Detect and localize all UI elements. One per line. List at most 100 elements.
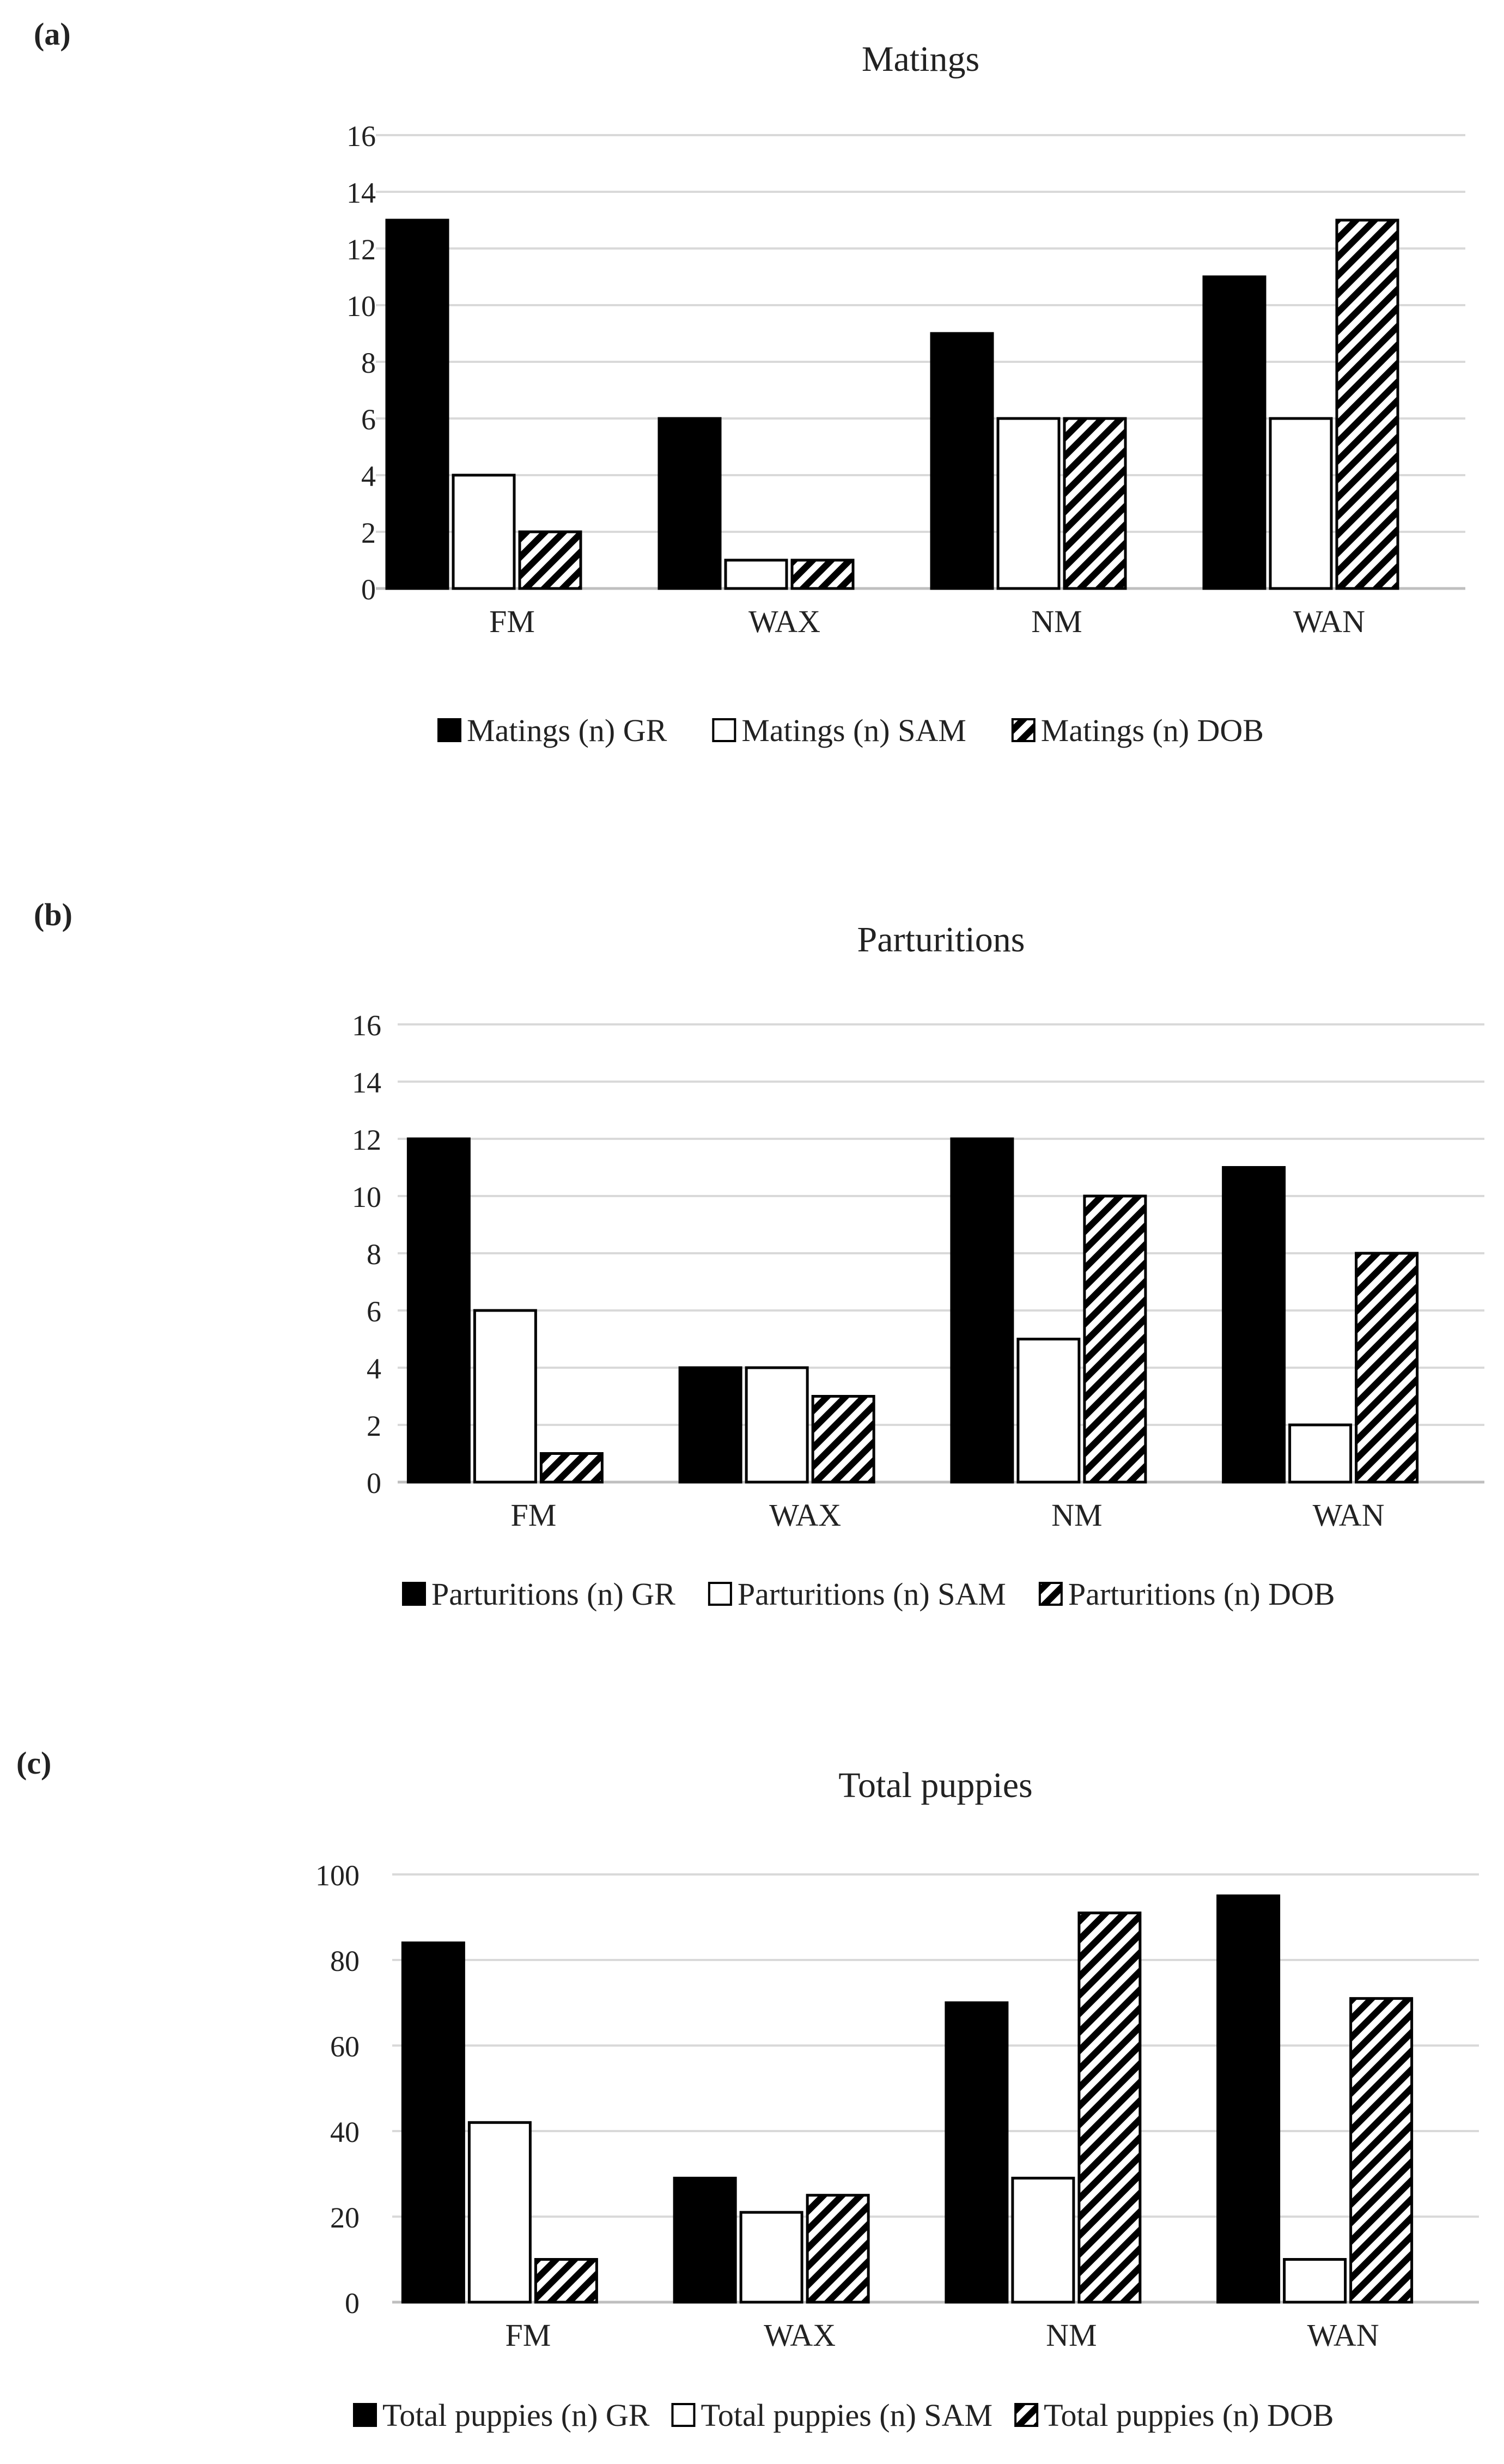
legend-label: Matings (n) DOB xyxy=(1041,713,1264,748)
legend-swatch xyxy=(1011,718,1036,742)
y-tick-label: 0 xyxy=(361,573,376,606)
bar xyxy=(678,1366,742,1484)
bar xyxy=(657,417,722,590)
legend-swatch xyxy=(712,718,736,742)
panel-label: (b) xyxy=(34,897,72,932)
x-tick-label: WAX xyxy=(748,604,820,639)
bar xyxy=(1269,417,1333,590)
x-tick-label: FM xyxy=(505,2317,551,2353)
bar xyxy=(950,1137,1014,1484)
legend-label: Total puppies (n) DOB xyxy=(1044,2398,1333,2433)
legend-label: Total puppies (n) SAM xyxy=(701,2398,992,2433)
legend-swatch xyxy=(437,718,461,742)
bar xyxy=(406,1137,471,1484)
bar xyxy=(745,1366,809,1484)
bar xyxy=(452,474,516,590)
bar xyxy=(806,2194,870,2304)
y-tick-label: 16 xyxy=(346,120,376,153)
x-tick-label: NM xyxy=(1046,2317,1097,2353)
bar xyxy=(539,1452,604,1484)
chart-title: Parturitions xyxy=(857,920,1025,960)
bar xyxy=(1077,1911,1142,2304)
x-tick-label: NM xyxy=(1031,604,1082,639)
panel-label: (a) xyxy=(34,16,71,52)
bar xyxy=(1355,1252,1419,1484)
bar xyxy=(1216,1894,1281,2304)
chart-panel-1: (b) Parturitions 0 2 4 6 8 10 12 14 16 FM WAX NM WAN Pa… xyxy=(34,897,1484,1612)
y-tick-label: 0 xyxy=(345,2287,360,2320)
bar xyxy=(385,219,449,590)
bar xyxy=(673,2176,737,2304)
bar xyxy=(1349,1997,1414,2304)
bar xyxy=(1222,1166,1286,1484)
legend-label: Total puppies (n) GR xyxy=(382,2398,650,2433)
y-tick-label: 8 xyxy=(361,347,376,379)
y-tick-label: 80 xyxy=(330,1945,360,1977)
y-tick-label: 20 xyxy=(330,2201,360,2234)
legend-swatch xyxy=(1038,1582,1063,1606)
y-tick-label: 6 xyxy=(367,1295,381,1328)
bar xyxy=(534,2258,598,2304)
legend-swatch xyxy=(671,2403,696,2427)
y-tick-label: 12 xyxy=(346,233,376,266)
y-tick-label: 14 xyxy=(352,1066,381,1099)
y-tick-label: 12 xyxy=(352,1124,381,1156)
chart-title: Matings xyxy=(862,39,979,79)
y-tick-label: 8 xyxy=(367,1238,381,1271)
x-tick-label: FM xyxy=(489,604,535,639)
y-tick-label: 10 xyxy=(352,1181,381,1213)
chart-panel-2: (c) Total puppies 0 20 40 60 80 100 FM WAX NM WAN To… xyxy=(16,1745,1479,2433)
chart-title: Total puppies xyxy=(838,1765,1033,1805)
x-tick-label: WAN xyxy=(1313,1497,1385,1533)
x-tick-label: WAX xyxy=(769,1497,841,1533)
legend-swatch xyxy=(708,1582,732,1606)
bar xyxy=(811,1395,875,1484)
y-tick-label: 10 xyxy=(346,290,376,323)
bar xyxy=(518,530,582,590)
y-tick-label: 100 xyxy=(315,1859,360,1892)
bar xyxy=(790,559,855,590)
bar xyxy=(473,1309,537,1484)
bar xyxy=(1083,1194,1147,1484)
legend-label: Matings (n) GR xyxy=(467,713,667,748)
x-tick-label: NM xyxy=(1051,1497,1102,1533)
y-tick-label: 40 xyxy=(330,2116,360,2149)
legend-label: Matings (n) SAM xyxy=(741,713,966,748)
y-tick-label: 0 xyxy=(367,1467,381,1500)
bar xyxy=(1202,275,1266,590)
bar xyxy=(1063,417,1127,590)
chart-panel-0: (a) Matings 0 2 4 6 8 10 12 14 16 FM WAX NM WAN Matings… xyxy=(34,16,1465,748)
bar xyxy=(1335,219,1399,590)
y-tick-label: 2 xyxy=(367,1410,381,1442)
x-tick-label: WAN xyxy=(1307,2317,1379,2353)
bar xyxy=(467,2121,532,2304)
legend-label: Parturitions (n) SAM xyxy=(738,1576,1006,1612)
legend-label: Parturitions (n) GR xyxy=(431,1576,675,1612)
panel-label: (c) xyxy=(16,1745,51,1781)
bar xyxy=(996,417,1061,590)
bar xyxy=(1283,2258,1347,2304)
x-tick-label: WAN xyxy=(1293,604,1365,639)
y-tick-label: 16 xyxy=(352,1009,381,1042)
legend-swatch xyxy=(402,1582,426,1606)
charts-root: (a) Matings 0 2 4 6 8 10 12 14 16 FM WAX NM WAN Matings… xyxy=(16,16,1484,2433)
bar xyxy=(930,332,994,590)
y-tick-label: 60 xyxy=(330,2030,360,2063)
bar xyxy=(1288,1423,1353,1484)
legend-swatch xyxy=(1014,2403,1039,2427)
legend-label: Parturitions (n) DOB xyxy=(1068,1576,1335,1612)
x-tick-label: FM xyxy=(510,1497,556,1533)
bar xyxy=(1016,1338,1081,1484)
bar xyxy=(739,2211,803,2304)
y-tick-label: 2 xyxy=(361,517,376,549)
bar xyxy=(1011,2176,1075,2304)
legend-swatch xyxy=(353,2403,377,2427)
bar xyxy=(945,2001,1009,2304)
y-tick-label: 4 xyxy=(361,460,376,493)
y-tick-label: 6 xyxy=(361,403,376,436)
x-tick-label: WAX xyxy=(764,2317,836,2353)
bar xyxy=(401,1941,465,2304)
y-tick-label: 14 xyxy=(346,177,376,209)
bar xyxy=(724,559,788,590)
